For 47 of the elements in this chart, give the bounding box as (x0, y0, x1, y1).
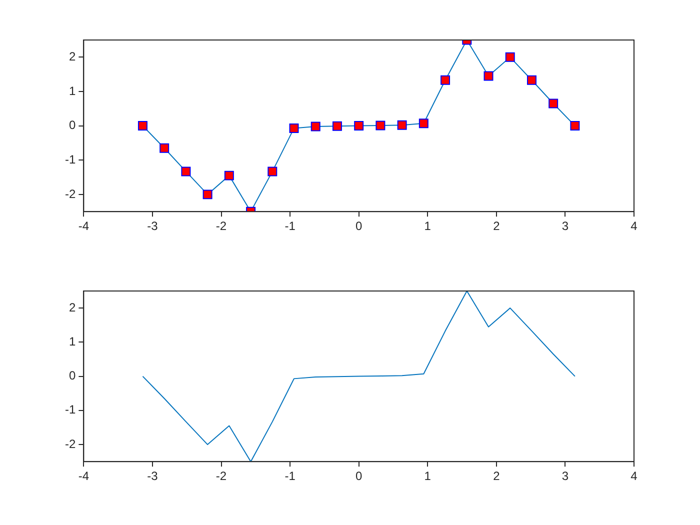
point (570, 121, 580, 131)
x-tick-label: 0 (355, 469, 362, 484)
y-tick-label: 2 (68, 49, 76, 64)
y-tick-label: -2 (65, 186, 76, 201)
y-tick-label: 2 (68, 300, 76, 314)
point (397, 120, 407, 130)
point (138, 121, 148, 131)
point (289, 123, 299, 133)
y-tick-label: 0 (68, 118, 76, 132)
x-tick-label: -3 (147, 219, 158, 234)
x-tick-label: 2 (493, 219, 500, 234)
x-tick-label: 4 (630, 219, 638, 234)
point (202, 190, 212, 200)
point (376, 120, 386, 130)
point (181, 166, 191, 176)
y-tick-label: -1 (65, 152, 76, 166)
point (418, 118, 428, 128)
x-tick-label: 3 (562, 219, 569, 234)
x-tick-label: -2 (216, 219, 227, 234)
x-tick-label: 0 (355, 219, 362, 234)
x-tick-label: -4 (78, 469, 90, 484)
x-tick-label: -4 (78, 219, 90, 234)
y-tick-label: 1 (68, 334, 76, 348)
point (440, 75, 450, 85)
x-tick-label: 3 (562, 469, 569, 484)
point (484, 71, 494, 81)
x-tick-label: -3 (147, 469, 158, 484)
point (505, 52, 515, 62)
point (526, 75, 536, 85)
x-tick-label: -2 (216, 469, 227, 484)
point (310, 122, 320, 132)
point (160, 143, 170, 153)
x-tick-label: 4 (630, 469, 638, 484)
point (268, 166, 278, 176)
point (548, 98, 558, 108)
x-tick-label: -1 (284, 469, 296, 484)
x-tick-label: -1 (284, 219, 296, 234)
y-tick-label: -2 (65, 436, 76, 451)
point (224, 170, 234, 180)
x-tick-label: 1 (424, 469, 432, 484)
y-tick-label: 1 (68, 84, 76, 98)
point (354, 121, 364, 131)
point (332, 121, 342, 131)
x-tick-label: 1 (424, 219, 432, 234)
x-tick-label: 2 (493, 469, 500, 484)
y-tick-label: -1 (65, 402, 76, 417)
y-tick-label: 0 (68, 368, 76, 383)
